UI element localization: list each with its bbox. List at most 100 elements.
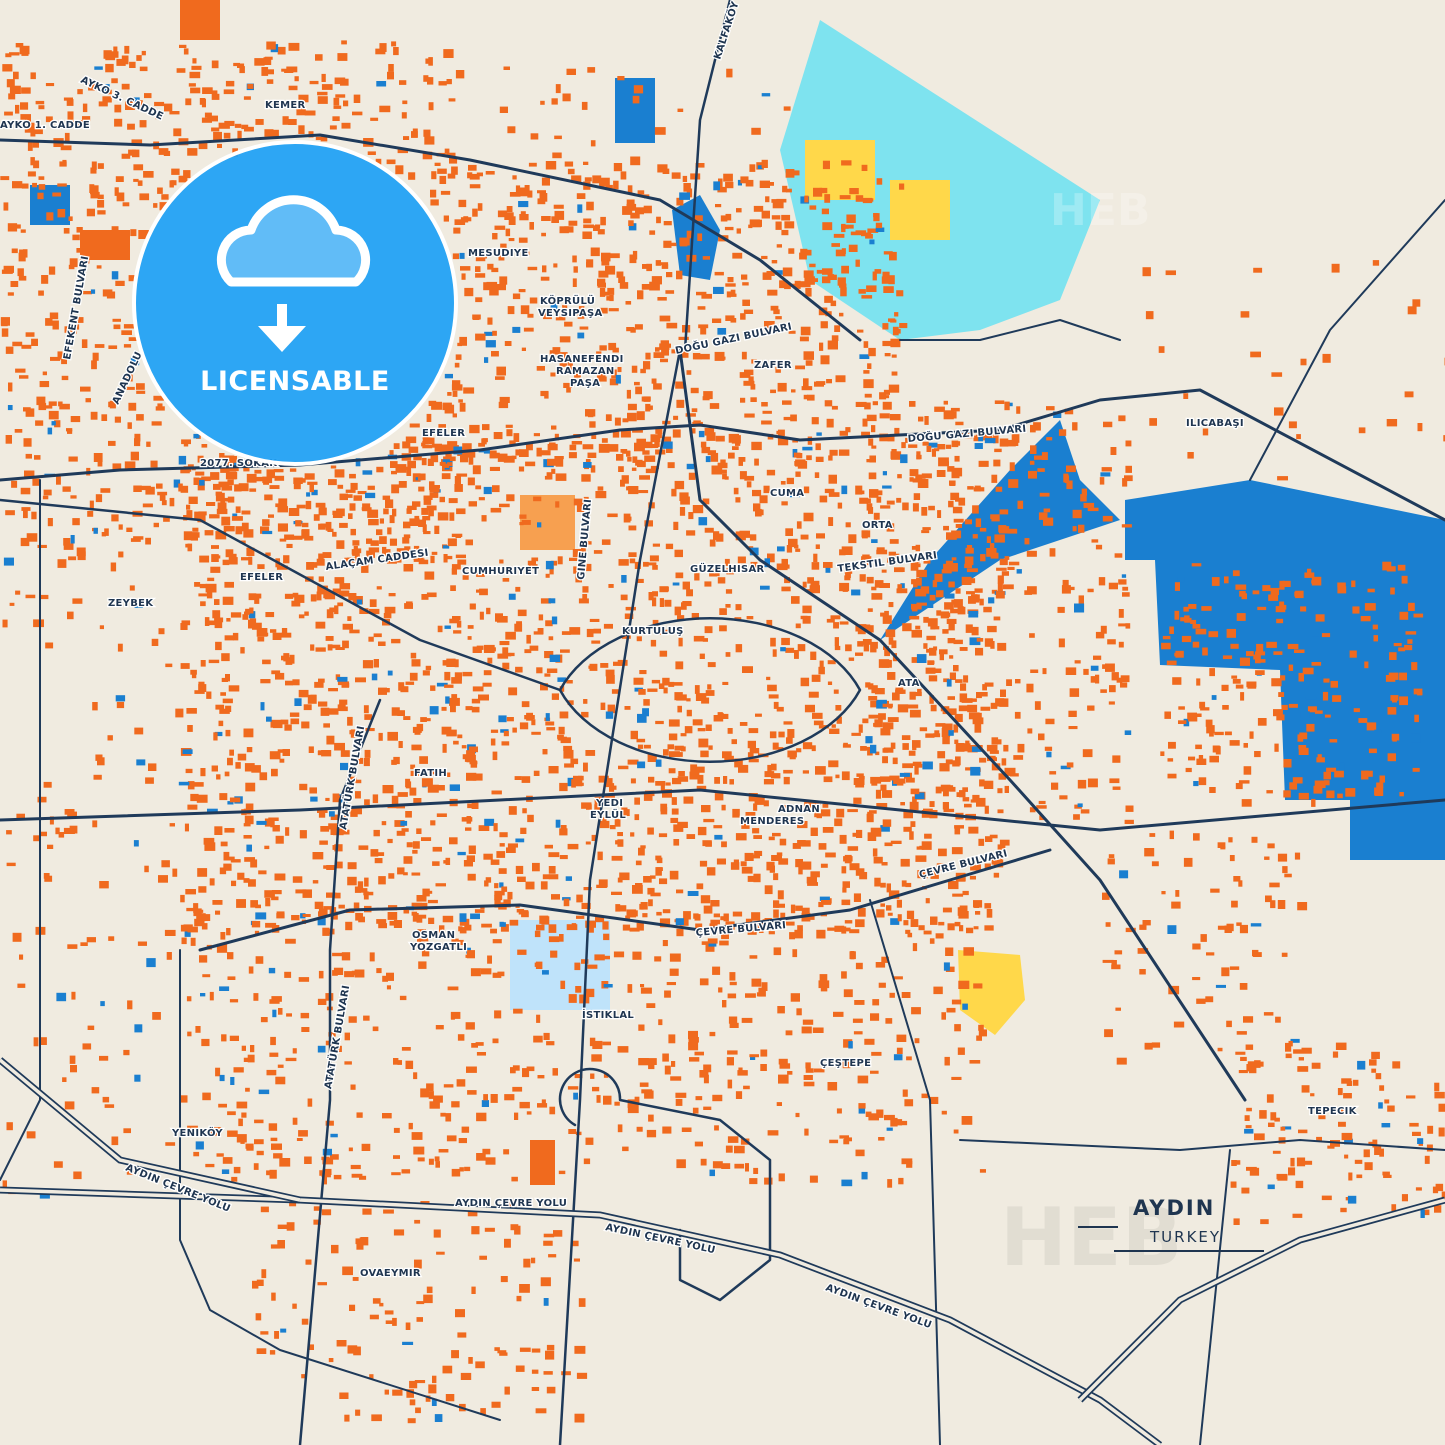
building — [99, 1055, 109, 1061]
building — [256, 1150, 264, 1156]
building — [459, 402, 466, 412]
building — [907, 704, 919, 709]
building — [436, 682, 448, 687]
building — [1175, 890, 1180, 897]
building — [776, 198, 787, 203]
building — [637, 761, 646, 769]
building — [301, 1027, 310, 1032]
building — [313, 1219, 321, 1225]
building — [1398, 647, 1406, 652]
building — [1278, 692, 1285, 697]
building — [968, 712, 980, 720]
building — [701, 446, 711, 454]
building — [336, 540, 345, 549]
building — [441, 473, 451, 480]
building — [727, 728, 733, 734]
building — [497, 210, 508, 218]
building — [655, 759, 662, 767]
building — [669, 953, 681, 962]
building — [795, 820, 802, 825]
building — [544, 1167, 553, 1176]
building — [322, 552, 332, 558]
building — [784, 577, 790, 584]
licensable-badge[interactable]: LICENSABLE — [132, 140, 458, 466]
building — [1016, 406, 1021, 414]
building — [741, 866, 753, 874]
building — [387, 670, 393, 676]
building — [976, 864, 981, 870]
building — [640, 984, 645, 988]
building — [843, 1039, 853, 1048]
building — [237, 753, 247, 761]
building — [277, 1224, 289, 1229]
building — [783, 106, 791, 111]
building — [696, 785, 707, 790]
building — [975, 911, 981, 915]
building — [807, 882, 818, 886]
building — [943, 400, 948, 405]
building — [350, 1164, 361, 1170]
building — [818, 843, 827, 850]
building — [506, 717, 514, 722]
building — [293, 481, 301, 490]
building — [88, 82, 98, 91]
building — [5, 346, 14, 354]
building — [458, 399, 463, 403]
building — [445, 1113, 452, 1122]
building — [1111, 960, 1117, 965]
building — [585, 988, 595, 998]
building — [882, 323, 889, 330]
building — [218, 481, 230, 488]
building — [958, 705, 970, 712]
building — [882, 790, 893, 798]
building — [991, 855, 998, 865]
building — [1222, 705, 1229, 710]
building — [993, 459, 1001, 467]
building — [231, 1176, 238, 1182]
building — [997, 642, 1007, 651]
building — [327, 644, 333, 651]
building — [659, 598, 664, 607]
building — [363, 891, 374, 896]
building — [453, 227, 461, 234]
building — [109, 400, 116, 409]
building — [97, 199, 105, 208]
building — [199, 914, 211, 921]
building — [914, 1038, 920, 1044]
svg-text:HEB: HEB — [1050, 185, 1150, 236]
building — [452, 413, 457, 418]
building — [490, 859, 500, 865]
building — [862, 418, 868, 427]
building — [855, 485, 863, 495]
building — [215, 531, 227, 540]
building — [285, 827, 290, 836]
building — [767, 289, 778, 296]
building — [30, 157, 35, 166]
building — [679, 192, 690, 200]
building — [178, 455, 187, 465]
building — [7, 292, 14, 296]
building — [1195, 628, 1207, 635]
building — [725, 315, 735, 321]
building — [814, 809, 820, 818]
building — [619, 872, 630, 881]
building — [443, 215, 449, 222]
building — [265, 922, 277, 928]
building — [354, 886, 361, 893]
building — [696, 883, 704, 890]
building — [1043, 517, 1054, 526]
building — [184, 823, 189, 832]
building — [194, 918, 205, 927]
building — [635, 386, 642, 395]
building — [880, 882, 886, 888]
building — [608, 342, 617, 351]
building — [229, 1035, 239, 1041]
building — [833, 622, 839, 629]
building — [38, 184, 46, 190]
building — [967, 486, 974, 490]
building — [750, 854, 760, 859]
building — [1247, 1061, 1258, 1067]
building — [1340, 1106, 1349, 1115]
building — [350, 729, 356, 738]
